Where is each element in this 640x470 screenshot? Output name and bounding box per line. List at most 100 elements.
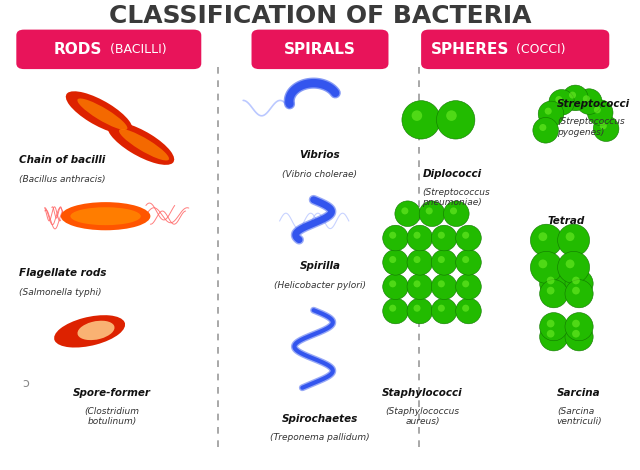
Ellipse shape xyxy=(70,207,141,225)
Ellipse shape xyxy=(383,250,408,275)
Text: (Bacillus anthracis): (Bacillus anthracis) xyxy=(19,175,106,184)
Ellipse shape xyxy=(572,277,580,284)
Text: (Helicobacter pylori): (Helicobacter pylori) xyxy=(274,281,366,290)
Text: (Staphylococcus
aureus): (Staphylococcus aureus) xyxy=(385,407,460,426)
Ellipse shape xyxy=(569,92,576,99)
Ellipse shape xyxy=(540,323,568,351)
Ellipse shape xyxy=(383,298,408,324)
Ellipse shape xyxy=(538,259,547,268)
Ellipse shape xyxy=(431,298,457,324)
Ellipse shape xyxy=(533,118,559,143)
Text: (Streptococcus
pyogenes): (Streptococcus pyogenes) xyxy=(557,118,625,137)
Text: Flagellate rods: Flagellate rods xyxy=(19,268,107,278)
FancyBboxPatch shape xyxy=(17,30,202,69)
Ellipse shape xyxy=(538,232,547,241)
Ellipse shape xyxy=(426,207,433,214)
Ellipse shape xyxy=(540,280,568,308)
Text: RODS: RODS xyxy=(54,42,102,57)
Ellipse shape xyxy=(413,256,420,263)
Text: Tetrad: Tetrad xyxy=(547,216,584,226)
Ellipse shape xyxy=(77,321,115,340)
Ellipse shape xyxy=(572,287,580,295)
Ellipse shape xyxy=(431,250,457,275)
Ellipse shape xyxy=(389,305,396,312)
Ellipse shape xyxy=(119,129,169,160)
Text: (BACILLI): (BACILLI) xyxy=(106,43,166,56)
Ellipse shape xyxy=(407,274,433,299)
Ellipse shape xyxy=(436,101,475,139)
Text: CLASSIFICATION OF BACTERIA: CLASSIFICATION OF BACTERIA xyxy=(109,4,531,29)
Ellipse shape xyxy=(540,269,568,298)
Ellipse shape xyxy=(407,250,433,275)
Ellipse shape xyxy=(450,207,457,214)
Ellipse shape xyxy=(395,201,420,227)
Text: (COCCI): (COCCI) xyxy=(512,43,566,56)
Ellipse shape xyxy=(389,280,396,287)
Ellipse shape xyxy=(413,232,420,239)
Ellipse shape xyxy=(456,225,481,251)
Ellipse shape xyxy=(438,256,445,263)
Ellipse shape xyxy=(462,232,469,239)
Ellipse shape xyxy=(413,305,420,312)
Ellipse shape xyxy=(389,256,396,263)
Ellipse shape xyxy=(462,280,469,287)
Text: Spore-former: Spore-former xyxy=(73,388,151,398)
Ellipse shape xyxy=(412,110,422,121)
Text: SPIRALS: SPIRALS xyxy=(284,42,356,57)
Text: (Treponema pallidum): (Treponema pallidum) xyxy=(270,433,370,442)
Ellipse shape xyxy=(407,225,433,251)
Ellipse shape xyxy=(572,320,580,328)
Ellipse shape xyxy=(565,313,593,341)
Ellipse shape xyxy=(565,269,593,298)
Ellipse shape xyxy=(456,250,481,275)
Ellipse shape xyxy=(547,320,554,328)
Ellipse shape xyxy=(538,101,564,127)
Text: SPHERES: SPHERES xyxy=(431,42,509,57)
FancyBboxPatch shape xyxy=(252,30,388,69)
Text: (Streptococcus
pneumoniae): (Streptococcus pneumoniae) xyxy=(422,188,490,207)
Ellipse shape xyxy=(594,106,601,113)
Ellipse shape xyxy=(462,305,469,312)
Ellipse shape xyxy=(66,91,132,134)
Ellipse shape xyxy=(431,274,457,299)
Text: Vibrios: Vibrios xyxy=(300,150,340,160)
Text: Spirochaetes: Spirochaetes xyxy=(282,414,358,423)
Ellipse shape xyxy=(577,89,602,114)
Ellipse shape xyxy=(557,224,589,256)
Ellipse shape xyxy=(446,110,457,121)
Text: Sarcina: Sarcina xyxy=(557,388,600,398)
Text: Spirilla: Spirilla xyxy=(300,261,340,271)
Ellipse shape xyxy=(531,224,563,256)
Ellipse shape xyxy=(545,108,552,115)
Ellipse shape xyxy=(77,99,127,130)
Ellipse shape xyxy=(593,116,619,141)
Ellipse shape xyxy=(572,330,580,337)
Ellipse shape xyxy=(438,232,445,239)
Ellipse shape xyxy=(566,232,575,241)
FancyBboxPatch shape xyxy=(421,30,609,69)
Text: ↄ: ↄ xyxy=(22,376,29,390)
Ellipse shape xyxy=(588,100,613,125)
Ellipse shape xyxy=(383,225,408,251)
Ellipse shape xyxy=(540,313,568,341)
Text: (Salmonella typhi): (Salmonella typhi) xyxy=(19,288,102,297)
Ellipse shape xyxy=(566,259,575,268)
Text: (Clostridium
botulinum): (Clostridium botulinum) xyxy=(84,407,140,426)
Ellipse shape xyxy=(419,201,445,227)
Ellipse shape xyxy=(556,96,563,103)
Ellipse shape xyxy=(413,280,420,287)
Ellipse shape xyxy=(456,298,481,324)
Ellipse shape xyxy=(456,274,481,299)
Ellipse shape xyxy=(401,207,408,214)
Ellipse shape xyxy=(583,95,590,102)
Ellipse shape xyxy=(565,323,593,351)
Text: Chain of bacilli: Chain of bacilli xyxy=(19,155,106,165)
Ellipse shape xyxy=(407,298,433,324)
Ellipse shape xyxy=(600,122,607,129)
Ellipse shape xyxy=(540,124,547,131)
Text: Diplococci: Diplococci xyxy=(422,169,481,179)
Text: (Vibrio cholerae): (Vibrio cholerae) xyxy=(282,170,358,179)
Ellipse shape xyxy=(531,251,563,283)
Ellipse shape xyxy=(402,101,440,139)
Ellipse shape xyxy=(61,202,150,230)
